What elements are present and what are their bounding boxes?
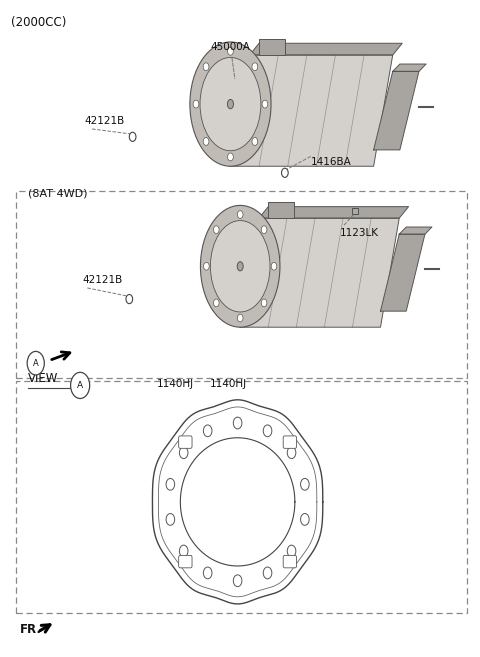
FancyBboxPatch shape — [179, 555, 192, 568]
FancyBboxPatch shape — [283, 436, 297, 448]
Circle shape — [287, 545, 296, 557]
Circle shape — [228, 47, 233, 55]
Circle shape — [126, 294, 132, 304]
Polygon shape — [373, 72, 419, 150]
Text: 1140HJ: 1140HJ — [157, 379, 194, 390]
Text: A: A — [77, 381, 83, 390]
Circle shape — [263, 425, 272, 437]
Bar — [16, 381, 467, 613]
Text: 42121B: 42121B — [83, 275, 123, 285]
Circle shape — [193, 100, 199, 108]
Ellipse shape — [220, 236, 260, 297]
Circle shape — [263, 567, 272, 579]
Circle shape — [238, 211, 243, 218]
Text: (8AT 4WD): (8AT 4WD) — [28, 189, 87, 199]
Text: 42121B: 42121B — [85, 116, 125, 125]
Circle shape — [300, 514, 309, 526]
Circle shape — [233, 575, 242, 587]
Circle shape — [214, 299, 219, 307]
Circle shape — [27, 351, 44, 375]
Circle shape — [180, 545, 188, 557]
Circle shape — [203, 63, 209, 71]
Text: A: A — [33, 359, 38, 368]
Circle shape — [203, 137, 209, 145]
Ellipse shape — [201, 206, 280, 327]
Circle shape — [214, 226, 219, 233]
Polygon shape — [381, 235, 425, 311]
Circle shape — [262, 100, 268, 108]
Circle shape — [252, 137, 258, 145]
Circle shape — [228, 153, 233, 161]
Text: 1123LK: 1123LK — [340, 229, 379, 238]
Polygon shape — [230, 55, 393, 166]
FancyBboxPatch shape — [283, 555, 297, 568]
Ellipse shape — [228, 99, 233, 109]
Polygon shape — [259, 207, 408, 218]
Polygon shape — [250, 43, 402, 55]
Polygon shape — [240, 218, 399, 327]
Circle shape — [238, 314, 243, 322]
Circle shape — [180, 447, 188, 459]
Circle shape — [204, 425, 212, 437]
Circle shape — [204, 567, 212, 579]
Ellipse shape — [210, 221, 270, 312]
Circle shape — [287, 447, 296, 459]
Text: 1140HJ: 1140HJ — [209, 379, 247, 390]
Ellipse shape — [200, 58, 261, 150]
Circle shape — [233, 417, 242, 429]
Text: (2000CC): (2000CC) — [11, 16, 66, 29]
Text: VIEW: VIEW — [28, 373, 58, 386]
Text: 1416BA: 1416BA — [311, 157, 351, 167]
Circle shape — [271, 262, 277, 270]
Text: 45000A: 45000A — [211, 43, 251, 78]
Ellipse shape — [237, 261, 243, 271]
Circle shape — [281, 168, 288, 177]
Circle shape — [300, 478, 309, 490]
Circle shape — [166, 514, 175, 526]
Circle shape — [204, 262, 209, 270]
Circle shape — [71, 373, 90, 399]
Polygon shape — [393, 64, 426, 72]
Bar — [259, 39, 285, 55]
Ellipse shape — [220, 89, 240, 120]
Text: FR.: FR. — [20, 623, 42, 636]
Polygon shape — [399, 227, 432, 235]
FancyBboxPatch shape — [179, 436, 192, 448]
Ellipse shape — [210, 73, 251, 135]
Circle shape — [252, 63, 258, 71]
Circle shape — [261, 299, 267, 307]
Circle shape — [166, 478, 175, 490]
Ellipse shape — [190, 42, 271, 166]
Ellipse shape — [230, 251, 250, 281]
Bar — [268, 202, 294, 218]
Bar — [16, 191, 467, 378]
Circle shape — [129, 132, 136, 141]
Circle shape — [261, 226, 267, 233]
